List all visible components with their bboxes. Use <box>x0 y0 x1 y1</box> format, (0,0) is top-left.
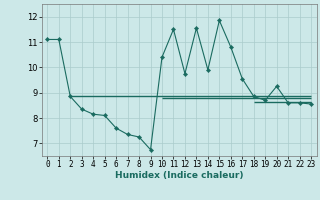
X-axis label: Humidex (Indice chaleur): Humidex (Indice chaleur) <box>115 171 244 180</box>
